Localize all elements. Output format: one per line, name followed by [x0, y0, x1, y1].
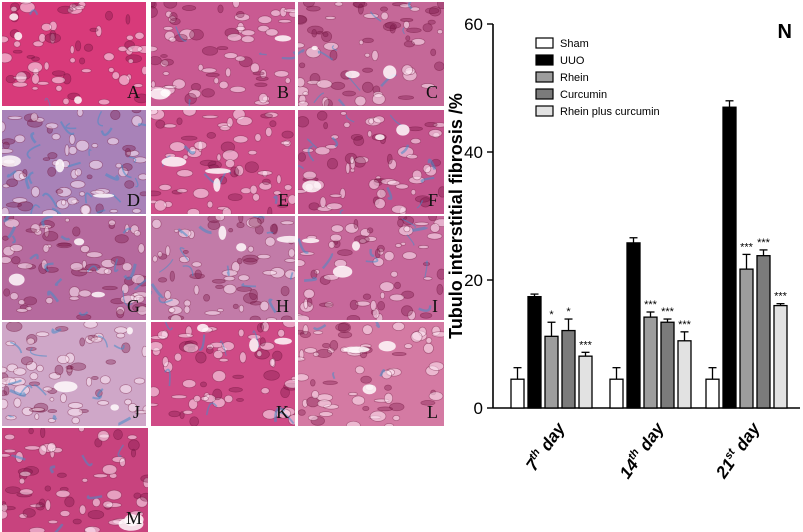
tissue-texture: [298, 216, 444, 320]
tissue-texture: [151, 110, 295, 214]
tissue-texture: [2, 110, 146, 214]
legend-swatch: [535, 54, 554, 66]
bar-rhein: [544, 335, 559, 409]
significance-label: ***: [757, 237, 771, 249]
x-tick-label: 7th day: [521, 418, 569, 475]
bar-rhein-plus-curcumin: [773, 304, 788, 409]
panel-label: A: [127, 82, 140, 102]
legend-swatch: [535, 37, 554, 49]
bar-sham: [609, 378, 624, 409]
bar-rhein-plus-curcumin: [677, 340, 692, 409]
legend-swatch: [535, 105, 554, 117]
panel-label: K: [276, 402, 289, 422]
tissue-texture: [298, 322, 444, 426]
histology-panel-i: I: [298, 216, 444, 320]
legend-label: Rhein: [560, 72, 589, 84]
significance-label: *: [566, 306, 571, 318]
bar-rhein-plus-curcumin: [578, 355, 593, 409]
histology-panel-e: E: [151, 110, 295, 214]
histology-panel-m: M: [2, 428, 148, 532]
histology-panel-b: B: [151, 2, 295, 106]
y-tick-label: 40: [464, 143, 483, 162]
tissue-texture: [298, 110, 444, 214]
bar-sham: [705, 378, 720, 409]
bar-curcumin: [561, 329, 576, 409]
bar-curcumin: [756, 255, 771, 409]
legend-label: UUO: [560, 55, 585, 67]
significance-label: ***: [644, 299, 658, 311]
legend-swatch: [535, 88, 554, 100]
panel-label: C: [425, 82, 438, 102]
histology-panel-d: D: [2, 110, 146, 214]
panel-label: J: [132, 402, 140, 422]
bar-rhein: [739, 268, 754, 409]
significance-label: ***: [661, 306, 675, 318]
tissue-texture: [151, 2, 295, 106]
panel-label: F: [427, 190, 438, 210]
histology-panel-k: K: [151, 322, 295, 426]
significance-label: ***: [774, 291, 788, 303]
histology-panel-j: J: [2, 322, 146, 426]
histology-panel-l: L: [298, 322, 444, 426]
tissue-texture: [2, 322, 146, 426]
tissue-texture: [2, 428, 148, 532]
x-tick-label: 14th day: [615, 418, 669, 483]
panel-label: D: [127, 190, 140, 210]
panel-label: B: [276, 82, 289, 102]
tissue-texture: [2, 216, 146, 320]
panel-label: M: [125, 508, 142, 528]
y-tick-label: 20: [464, 271, 483, 290]
bar-curcumin: [660, 321, 675, 409]
legend-label: Rhein plus curcumin: [560, 106, 660, 118]
legend-label: Sham: [560, 38, 589, 50]
y-tick-label: 0: [474, 399, 483, 418]
significance-label: ***: [678, 319, 692, 331]
significance-label: ***: [740, 241, 754, 253]
bar-uuo: [722, 106, 737, 409]
legend-swatch: [535, 71, 554, 83]
histology-panel-grid: A B C D E F G H I J K L M: [2, 2, 444, 532]
significance-label: ***: [579, 339, 593, 351]
panel-label: L: [427, 402, 438, 422]
x-tick-label: 21st day: [711, 418, 765, 483]
panel-label: E: [278, 190, 289, 210]
bar-uuo: [626, 242, 641, 409]
tissue-texture: [151, 322, 295, 426]
chart-panel-label: N: [778, 21, 792, 43]
bar-sham: [510, 378, 525, 409]
fibrosis-bar-chart: 0 20 40 60 Tubulo interstitial fibrosis /% N *…: [446, 15, 800, 483]
tissue-texture: [2, 2, 146, 106]
panel-label: G: [127, 296, 140, 316]
y-axis-label: Tubulo interstitial fibrosis /%: [446, 93, 466, 339]
bar-rhein: [643, 316, 658, 409]
significance-label: *: [549, 309, 554, 321]
tissue-texture: [298, 2, 444, 106]
histology-panel-a: A: [2, 2, 146, 106]
panel-label: I: [432, 296, 438, 316]
histology-panel-g: G: [2, 216, 146, 320]
y-tick-label: 60: [464, 15, 483, 34]
legend-label: Curcumin: [560, 89, 607, 101]
histology-panel-h: H: [151, 216, 295, 320]
panel-label: H: [276, 296, 289, 316]
bar-uuo: [527, 295, 542, 409]
tissue-texture: [151, 216, 295, 320]
histology-panel-f: F: [298, 110, 444, 214]
histology-panel-c: C: [298, 2, 444, 106]
